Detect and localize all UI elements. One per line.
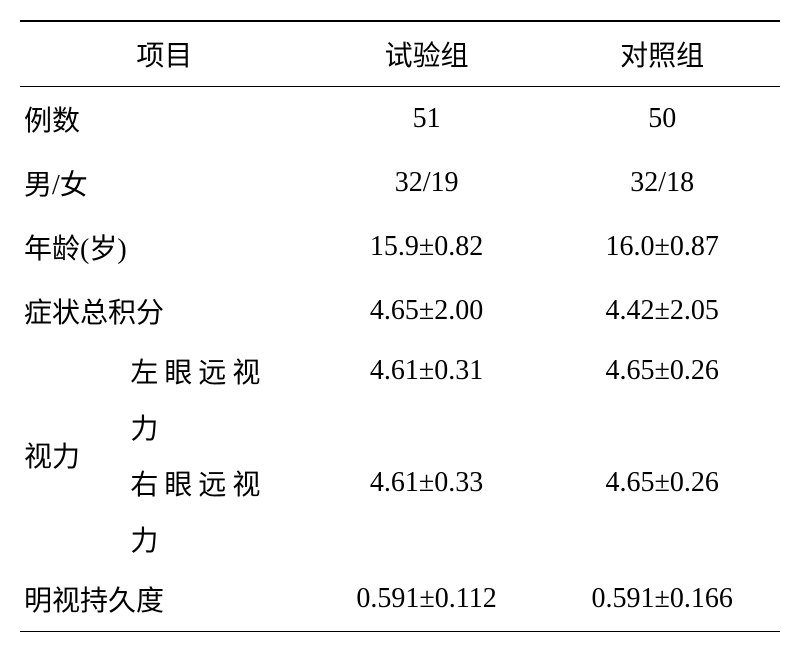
vision-right-test: 4.61±0.33 — [309, 455, 545, 511]
label-symptom-score: 症状总积分 — [20, 279, 309, 343]
label-cases: 例数 — [20, 87, 309, 152]
cases-test: 51 — [309, 87, 545, 152]
row-vision-right-1: 右眼远视 4.61±0.33 4.65±0.26 — [20, 455, 780, 511]
age-test: 15.9±0.82 — [309, 215, 545, 279]
row-age: 年龄(岁) 15.9±0.82 16.0±0.87 — [20, 215, 780, 279]
gender-test: 32/19 — [309, 151, 545, 215]
row-gender: 男/女 32/19 32/18 — [20, 151, 780, 215]
gender-control: 32/18 — [544, 151, 780, 215]
symptom-control: 4.42±2.05 — [544, 279, 780, 343]
label-vision-right-1: 右眼远视 — [126, 455, 308, 511]
empty-cell — [309, 511, 545, 567]
clinical-data-table: 项目 试验组 对照组 例数 51 50 男/女 32/19 32/18 年龄(岁… — [20, 20, 780, 632]
symptom-test: 4.65±2.00 — [309, 279, 545, 343]
vision-right-control: 4.65±0.26 — [544, 455, 780, 511]
row-symptom-score: 症状总积分 4.65±2.00 4.42±2.05 — [20, 279, 780, 343]
label-persistence: 明视持久度 — [20, 567, 309, 632]
header-row: 项目 试验组 对照组 — [20, 21, 780, 87]
header-test-group: 试验组 — [309, 21, 545, 87]
empty-cell — [544, 399, 780, 455]
row-vision-left-1: 视力 左眼远视 4.61±0.31 4.65±0.26 — [20, 343, 780, 399]
empty-cell — [309, 399, 545, 455]
row-vision-right-2: 力 — [20, 511, 780, 567]
label-vision-left-2: 力 — [126, 399, 308, 455]
data-table-container: 项目 试验组 对照组 例数 51 50 男/女 32/19 32/18 年龄(岁… — [20, 20, 780, 632]
label-gender: 男/女 — [20, 151, 309, 215]
row-cases: 例数 51 50 — [20, 87, 780, 152]
label-vision-group: 视力 — [20, 343, 126, 567]
label-age: 年龄(岁) — [20, 215, 309, 279]
row-vision-left-2: 力 — [20, 399, 780, 455]
header-item: 项目 — [20, 21, 309, 87]
cases-control: 50 — [544, 87, 780, 152]
vision-left-test: 4.61±0.31 — [309, 343, 545, 399]
age-control: 16.0±0.87 — [544, 215, 780, 279]
vision-left-control: 4.65±0.26 — [544, 343, 780, 399]
persistence-test: 0.591±0.112 — [309, 567, 545, 632]
label-vision-right-2: 力 — [126, 511, 308, 567]
persistence-control: 0.591±0.166 — [544, 567, 780, 632]
label-vision-left-1: 左眼远视 — [126, 343, 308, 399]
empty-cell — [544, 511, 780, 567]
header-control-group: 对照组 — [544, 21, 780, 87]
row-persistence: 明视持久度 0.591±0.112 0.591±0.166 — [20, 567, 780, 632]
